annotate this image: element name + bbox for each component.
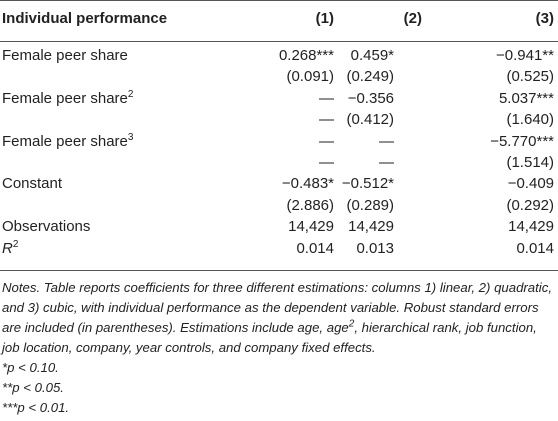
notes-significance-01: ***p < 0.01. <box>2 400 70 415</box>
table-header-rule <box>0 41 558 42</box>
cell-column-2: (0.289) <box>346 196 394 214</box>
cell-column-2: (0.412) <box>346 111 394 129</box>
cell-column-2: 0.013 <box>356 239 394 257</box>
header-column-1: (1) <box>315 10 334 27</box>
cell-column-3: (1.514) <box>506 154 554 171</box>
cell-column-2: 0.459* <box>350 47 394 64</box>
cell-column-3: 5.037*** <box>498 89 554 107</box>
cell-column-2: — <box>379 154 394 171</box>
table-row: — — (1.514) <box>0 152 558 174</box>
header-column-2: (2) <box>403 10 422 27</box>
cell-column-1: — <box>319 154 334 171</box>
cell-column-2: −0.356 <box>347 89 394 107</box>
cell-column-1: — <box>319 132 334 150</box>
notes-significance-10: *p < 0.10. <box>2 360 59 375</box>
cell-column-3: 0.014 <box>516 239 554 257</box>
table-row: Female peer share 0.268*** 0.459* −0.941** <box>0 45 558 67</box>
cell-column-3: 14,429 <box>508 218 554 236</box>
notes-significance-05: **p < 0.05. <box>2 380 64 395</box>
table-row: Female peer share3 — — −5.770*** <box>0 131 558 153</box>
notes-main: Notes. Table reports coefficients for th… <box>2 280 552 355</box>
table-row: R2 0.014 0.013 0.014 <box>0 238 558 260</box>
cell-column-2: −0.512* <box>341 175 394 193</box>
cell-column-1: 14,429 <box>288 218 334 236</box>
cell-column-2: — <box>379 132 394 150</box>
table-bottom-rule <box>0 270 558 271</box>
cell-column-1: 0.014 <box>296 239 334 257</box>
cell-column-1: — <box>319 89 334 107</box>
cell-column-3: −0.409 <box>507 175 554 193</box>
row-label: Constant <box>2 175 63 193</box>
cell-column-1: 0.268*** <box>278 47 334 64</box>
row-label: Observations <box>2 218 91 236</box>
table-row: — (0.412) (1.640) <box>0 109 558 131</box>
cell-column-3: (0.525) <box>506 68 554 86</box>
cell-column-2: 14,429 <box>348 218 394 236</box>
table-notes: Notes. Table reports coefficients for th… <box>2 278 556 418</box>
row-label: Female peer share2 <box>2 88 134 107</box>
cell-column-3: (1.640) <box>506 111 554 129</box>
row-label: Female peer share <box>2 47 128 64</box>
cell-column-3: −0.941** <box>496 47 554 64</box>
table-row: (0.091) (0.249) (0.525) <box>0 66 558 88</box>
cell-column-1: — <box>319 111 334 129</box>
cell-column-1: (2.886) <box>286 196 334 214</box>
table-row: (2.886) (0.289) (0.292) <box>0 195 558 217</box>
row-label: Female peer share3 <box>2 131 134 150</box>
header-dependent-variable: Individual performance <box>2 10 168 27</box>
table-row: Observations 14,429 14,429 14,429 <box>0 216 558 238</box>
table-row: Constant −0.483* −0.512* −0.409 <box>0 173 558 195</box>
cell-column-3: (0.292) <box>506 196 554 214</box>
table-top-rule <box>0 0 558 1</box>
header-column-3: (3) <box>535 10 554 27</box>
cell-column-1: (0.091) <box>286 68 334 86</box>
cell-column-3: −5.770*** <box>490 132 554 150</box>
row-label: R2 <box>2 238 19 257</box>
cell-column-2: (0.249) <box>346 68 394 86</box>
table-row: Female peer share2 — −0.356 5.037*** <box>0 88 558 110</box>
cell-column-1: −0.483* <box>281 175 334 193</box>
